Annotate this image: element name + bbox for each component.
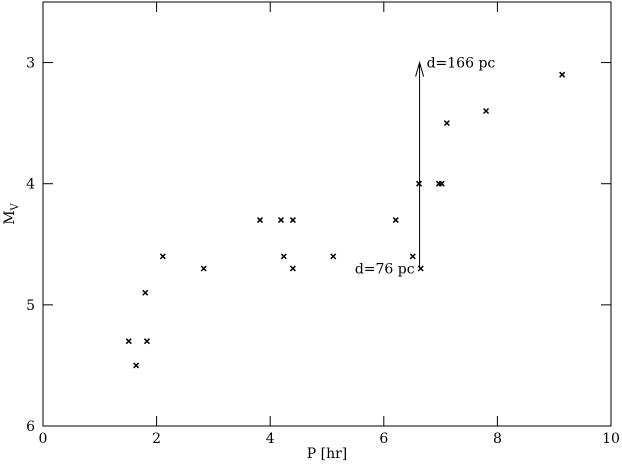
point <box>159 253 166 260</box>
y-tick-label: 5 <box>26 298 35 314</box>
x-tick-label: 8 <box>493 431 502 447</box>
y-label-main: M <box>2 210 18 224</box>
x-tick-label: 0 <box>39 431 48 447</box>
point <box>277 217 285 224</box>
x-tick-label: 10 <box>602 431 620 447</box>
point <box>330 253 337 260</box>
point <box>392 217 399 224</box>
point <box>438 180 445 187</box>
point <box>280 253 287 260</box>
point <box>559 71 566 78</box>
plot-frame <box>42 1 612 427</box>
point <box>289 217 296 224</box>
annotation: d=76 pc <box>355 262 415 278</box>
point <box>443 120 450 127</box>
y-axis-label: MV <box>2 202 21 224</box>
arrow <box>415 60 425 269</box>
y-tick-label: 4 <box>26 177 35 193</box>
point <box>256 217 264 224</box>
point <box>417 265 424 272</box>
point <box>409 253 416 260</box>
y-tick-label: 3 <box>26 56 35 72</box>
point <box>125 338 132 345</box>
point <box>142 289 149 296</box>
point <box>415 180 423 187</box>
point <box>483 107 490 115</box>
x-axis-label: P [hr] <box>307 446 348 462</box>
point <box>200 265 207 272</box>
x-tick-label: 6 <box>379 431 388 447</box>
y-label-sub: V <box>10 202 21 211</box>
x-tick-label: 4 <box>266 431 275 447</box>
x-tick-label: 2 <box>152 431 161 447</box>
annotation: d=166 pc <box>427 56 496 72</box>
y-tick-label: 6 <box>26 419 35 435</box>
point <box>133 362 140 369</box>
point <box>289 265 296 272</box>
point <box>143 338 150 345</box>
